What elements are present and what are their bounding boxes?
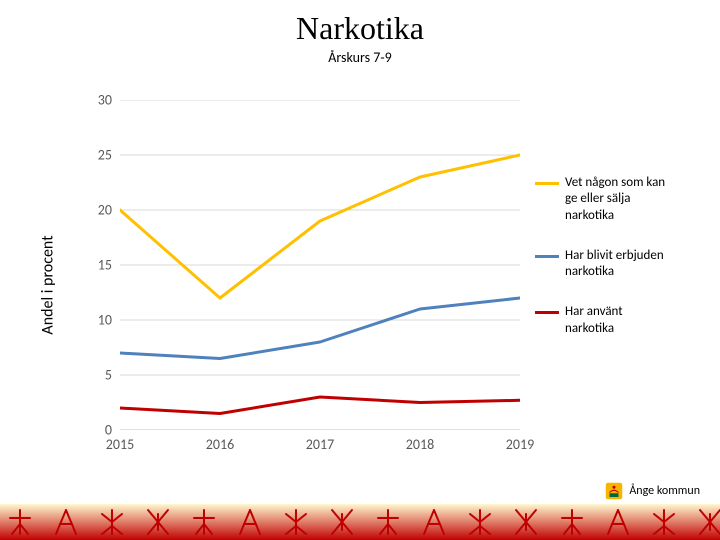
- legend-item: Har blivit erbjuden narkotika: [535, 248, 670, 281]
- legend-label: Har använt narkotika: [565, 304, 670, 337]
- chart-svg: [120, 100, 520, 430]
- page-title: Narkotika: [0, 10, 720, 47]
- page-subtitle: Årskurs 7-9: [0, 49, 720, 66]
- legend-swatch: [535, 182, 559, 185]
- kommun-logo-icon: [605, 482, 623, 500]
- chart-area: Andel i procent 051015202530201520162017…: [40, 100, 680, 470]
- y-tick: 15: [98, 257, 112, 274]
- footer-border: [0, 504, 720, 540]
- legend-label: Vet någon som kan ge eller sälja narkoti…: [565, 175, 670, 224]
- y-tick: 25: [98, 147, 112, 164]
- y-tick: 30: [98, 92, 112, 109]
- plot-area: 05101520253020152016201720182019: [120, 100, 520, 430]
- x-tick: 2015: [106, 436, 134, 453]
- x-tick: 2017: [306, 436, 334, 453]
- y-axis-label: Andel i procent: [39, 235, 58, 334]
- y-tick: 5: [105, 367, 112, 384]
- legend-swatch: [535, 311, 559, 314]
- legend: Vet någon som kan ge eller sälja narkoti…: [535, 175, 670, 361]
- x-tick: 2019: [506, 436, 534, 453]
- legend-label: Har blivit erbjuden narkotika: [565, 248, 670, 281]
- kommun-badge: Ånge kommun: [605, 482, 700, 500]
- legend-swatch: [535, 255, 559, 258]
- y-tick: 20: [98, 202, 112, 219]
- legend-item: Vet någon som kan ge eller sälja narkoti…: [535, 175, 670, 224]
- y-tick: 10: [98, 312, 112, 329]
- x-tick: 2018: [406, 436, 434, 453]
- kommun-label: Ånge kommun: [629, 484, 700, 498]
- legend-item: Har använt narkotika: [535, 304, 670, 337]
- x-tick: 2016: [206, 436, 234, 453]
